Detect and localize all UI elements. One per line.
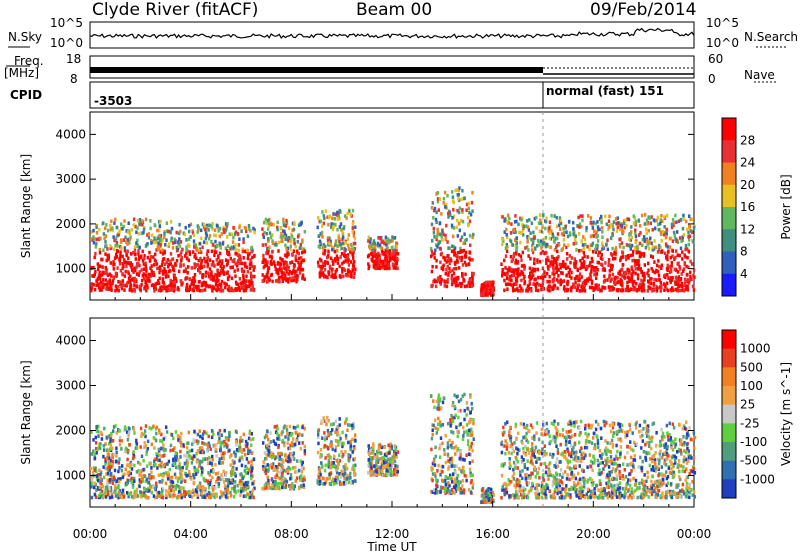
power-colorbar-segment	[722, 184, 736, 208]
power-colorbar-tick: 24	[740, 156, 755, 170]
power-colorbar-label: Power [dB]	[779, 174, 793, 239]
xtick-label: 08:00	[274, 527, 309, 541]
power-panel-frame	[89, 111, 695, 301]
noise-axis-bottom: 10^0	[50, 36, 83, 50]
nave-label: Nave	[744, 68, 775, 82]
velocity-colorbar-tick: 500	[740, 360, 763, 374]
power-colorbar-tick: 12	[740, 222, 755, 236]
power-colorbar-segment	[722, 251, 736, 275]
xtick-label: 20:00	[576, 527, 611, 541]
cpid-panel-frame	[89, 81, 695, 109]
xtick-label: 04:00	[173, 527, 208, 541]
velocity-colorbar-segment	[722, 479, 736, 499]
nave-axis-top: 60	[708, 52, 724, 66]
noise-axis-right-top: 10^5	[706, 16, 739, 30]
power-colorbar-segment	[722, 273, 736, 297]
power-colorbar-frame	[721, 117, 737, 297]
power-ylabel: Slant Range [km]	[19, 154, 33, 258]
power-ytick-label: 2000	[55, 217, 86, 231]
velocity-colorbar-segment	[722, 423, 736, 443]
power-colorbar-segment	[722, 140, 736, 163]
noise-axis-right-bottom: 10^0	[706, 36, 739, 50]
power-colorbar-segment	[722, 162, 736, 186]
nsearch-label: N.Search	[744, 30, 799, 44]
velocity-ytick-label: 4000	[55, 334, 86, 348]
velocity-ytick-label: 2000	[55, 424, 86, 438]
power-colorbar-segment	[722, 118, 736, 141]
cpid-first: -3503	[94, 94, 133, 108]
cpid-second: normal (fast) 151	[546, 84, 664, 98]
velocity-colorbar-tick: -100	[740, 435, 767, 449]
nave-axis-bottom: 0	[708, 72, 716, 86]
freq-axis-top: 18	[66, 52, 82, 66]
power-colorbar-tick: 28	[740, 133, 755, 147]
xtick-label: 12:00	[375, 527, 410, 541]
freq-unit-label: [MHz]	[4, 66, 40, 80]
xtick-label: 00:00	[73, 527, 108, 541]
velocity-echoes	[90, 392, 697, 505]
date-label: 09/Feb/2014	[590, 0, 697, 20]
power-colorbar-tick: 20	[740, 178, 755, 192]
velocity-colorbar-tick: 1000	[740, 342, 771, 356]
velocity-colorbar-segment	[722, 367, 736, 387]
freq-axis-bottom: 8	[70, 72, 78, 86]
chart-title: Clyde River (fitACF)	[92, 0, 259, 20]
velocity-colorbar-segment	[722, 404, 736, 424]
velocity-colorbar-tick: 100	[740, 379, 763, 393]
velocity-colorbar-segment	[722, 386, 736, 406]
freq-band	[90, 67, 543, 73]
noise-sky-line	[89, 27, 695, 40]
power-colorbar-segment	[722, 229, 736, 252]
velocity-colorbar-label: Velocity [m s^-1]	[779, 362, 793, 466]
velocity-colorbar-frame	[721, 329, 737, 499]
power-colorbar-tick: 16	[740, 200, 755, 214]
velocity-ytick-label: 1000	[55, 469, 86, 483]
xaxis-label: Time UT	[366, 540, 417, 554]
velocity-colorbar-segment	[722, 460, 736, 480]
velocity-colorbar-segment	[722, 348, 736, 368]
velocity-colorbar-segment	[722, 442, 736, 462]
power-ytick-label: 1000	[55, 262, 86, 276]
velocity-ytick-label: 3000	[55, 379, 86, 393]
velocity-colorbar-tick: -1000	[740, 472, 775, 486]
power-ytick-label: 4000	[55, 127, 86, 141]
cpid-label: CPID	[10, 88, 43, 102]
velocity-colorbar-segment	[722, 330, 736, 350]
power-colorbar-tick: 8	[740, 245, 748, 259]
freq-label: Freq.	[14, 54, 44, 68]
xtick-label: 00:00	[677, 527, 712, 541]
velocity-colorbar-tick: 25	[740, 398, 755, 412]
power-echoes	[90, 186, 696, 298]
noise-axis-top: 10^5	[50, 16, 83, 30]
velocity-colorbar-tick: -25	[740, 416, 760, 430]
velocity-ylabel: Slant Range [km]	[19, 360, 33, 464]
velocity-colorbar-tick: -500	[740, 454, 767, 468]
power-ytick-label: 3000	[55, 172, 86, 186]
beam-label: Beam 00	[356, 0, 433, 20]
xtick-label: 16:00	[475, 527, 510, 541]
nsky-label: N.Sky	[8, 30, 43, 44]
power-colorbar-segment	[722, 207, 736, 230]
power-colorbar-tick: 4	[740, 267, 748, 281]
